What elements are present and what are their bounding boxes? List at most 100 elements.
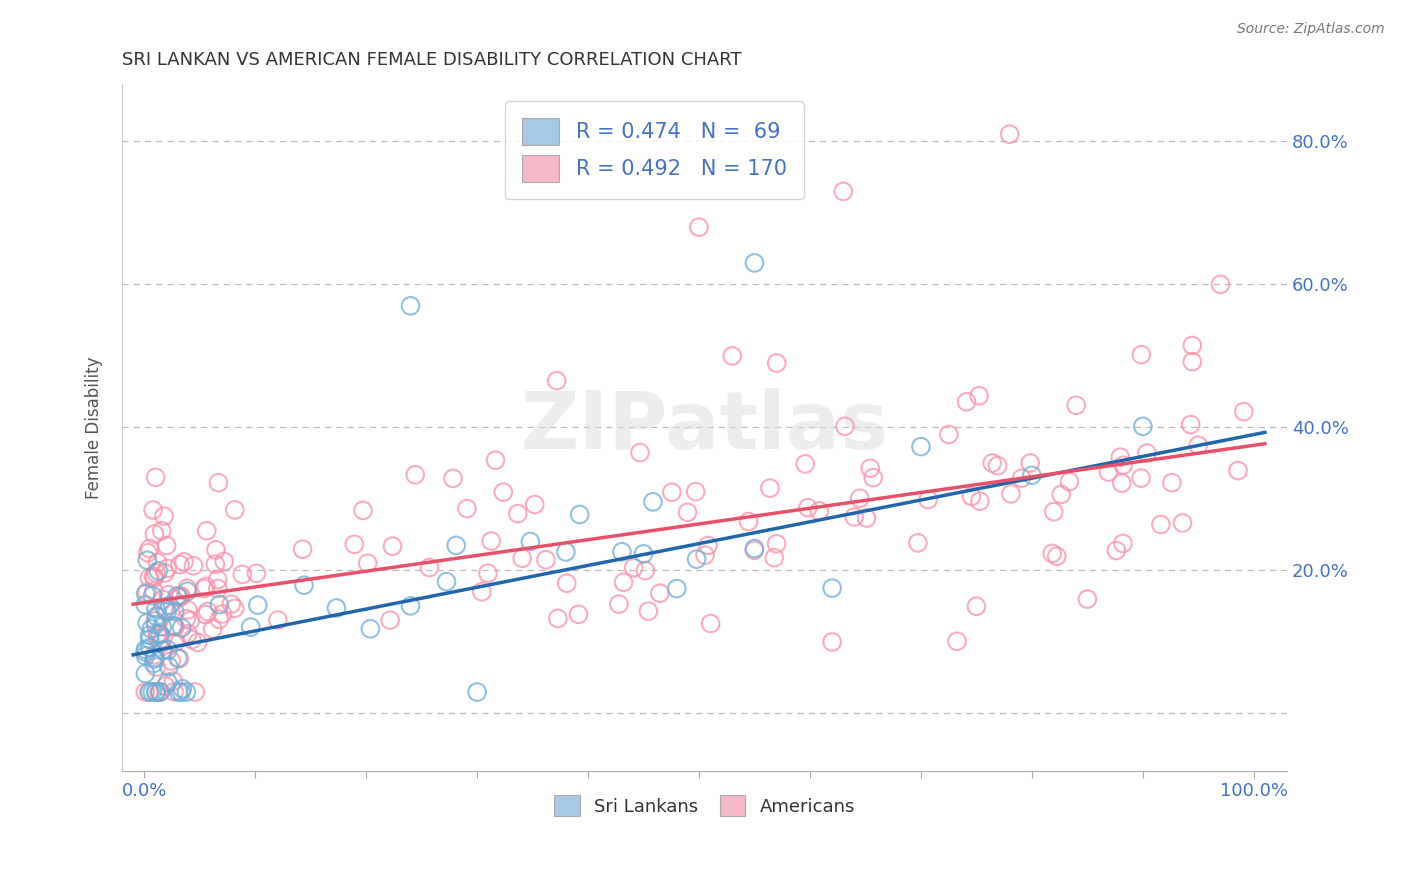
Legend: Sri Lankans, Americans: Sri Lankans, Americans [547, 789, 862, 823]
Point [176, 685, 198, 699]
Point [207, 573, 229, 587]
Point [163, 620, 186, 634]
Point [170, 685, 193, 699]
Point [152, 631, 174, 645]
Point [1180, 417, 1202, 432]
Point [207, 475, 229, 490]
Point [145, 566, 167, 580]
Point [534, 553, 557, 567]
Point [173, 555, 195, 569]
Point [136, 615, 159, 630]
Point [143, 652, 166, 666]
Point [821, 581, 844, 595]
Point [139, 640, 162, 655]
Point [471, 584, 494, 599]
Point [484, 453, 506, 467]
Point [177, 626, 200, 640]
Point [134, 642, 156, 657]
Point [1130, 348, 1153, 362]
Point [149, 627, 172, 641]
Point [292, 578, 315, 592]
Point [148, 564, 170, 578]
Point [404, 467, 426, 482]
Point [1059, 475, 1081, 489]
Point [149, 685, 172, 699]
Point [907, 536, 929, 550]
Point [1181, 338, 1204, 352]
Point [267, 613, 290, 627]
Point [167, 685, 190, 699]
Point [981, 456, 1004, 470]
Point [1181, 355, 1204, 369]
Point [212, 554, 235, 568]
Point [759, 481, 782, 495]
Point [665, 582, 688, 596]
Point [153, 509, 176, 524]
Point [177, 603, 200, 617]
Point [834, 419, 856, 434]
Point [938, 427, 960, 442]
Point [547, 611, 569, 625]
Point [479, 534, 502, 549]
Point [1112, 536, 1135, 550]
Point [167, 651, 190, 665]
Point [1171, 516, 1194, 530]
Point [165, 635, 187, 649]
Point [808, 504, 831, 518]
Point [610, 545, 633, 559]
Point [145, 470, 167, 484]
Point [832, 185, 855, 199]
Point [145, 660, 167, 674]
Point [1150, 517, 1173, 532]
Point [567, 607, 589, 622]
Point [143, 527, 166, 541]
Point [641, 495, 664, 509]
Point [998, 127, 1021, 141]
Point [607, 597, 630, 611]
Point [139, 685, 162, 699]
Point [143, 648, 166, 662]
Point [138, 571, 160, 585]
Point [1136, 446, 1159, 460]
Point [142, 657, 165, 671]
Point [142, 584, 165, 599]
Point [170, 589, 193, 603]
Point [685, 552, 707, 566]
Point [510, 551, 533, 566]
Point [145, 685, 167, 699]
Point [176, 612, 198, 626]
Point [1132, 419, 1154, 434]
Point [1097, 465, 1119, 479]
Point [145, 685, 167, 699]
Point [648, 586, 671, 600]
Point [699, 616, 721, 631]
Point [163, 604, 186, 618]
Point [163, 619, 186, 633]
Point [967, 389, 990, 403]
Point [325, 601, 347, 615]
Point [201, 622, 224, 636]
Point [167, 591, 190, 605]
Point [146, 627, 169, 641]
Point [821, 635, 844, 649]
Point [138, 541, 160, 556]
Point [1209, 277, 1232, 292]
Point [848, 491, 870, 506]
Point [211, 607, 233, 621]
Point [1112, 458, 1135, 473]
Point [141, 685, 163, 699]
Point [159, 599, 181, 613]
Point [143, 614, 166, 628]
Point [688, 220, 710, 235]
Point [146, 626, 169, 640]
Point [141, 589, 163, 603]
Point [399, 599, 422, 613]
Point [1105, 543, 1128, 558]
Point [343, 537, 366, 551]
Point [146, 628, 169, 642]
Point [205, 542, 228, 557]
Point [134, 666, 156, 681]
Point [155, 679, 177, 693]
Point [721, 349, 744, 363]
Text: Source: ZipAtlas.com: Source: ZipAtlas.com [1237, 22, 1385, 37]
